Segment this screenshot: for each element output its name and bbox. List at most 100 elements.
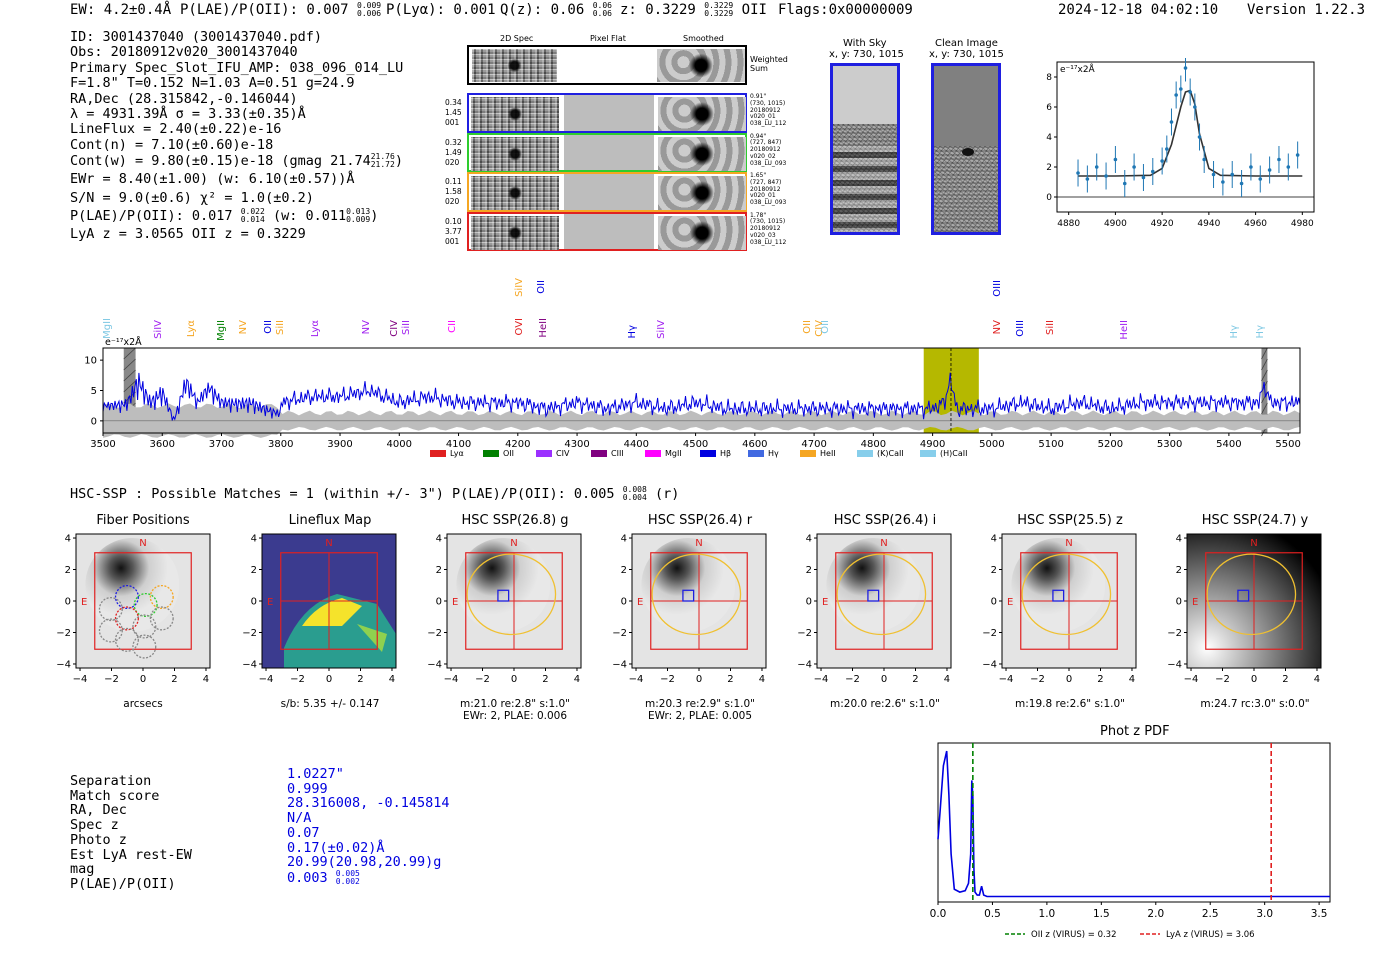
hsc-ytick-label: 2 (65, 565, 71, 576)
hsc-ytick-label: 0 (621, 597, 627, 608)
hsc-summary: HSC-SSP : Possible Matches = 1 (within +… (70, 486, 679, 503)
hsc-ytick-label: −2 (982, 628, 997, 639)
hsc-caption: m:20.3 re:2.9" s:1.0" (645, 698, 755, 710)
hsc-image-source (456, 538, 551, 632)
cutout-row-left-value: 3.77 (445, 226, 462, 236)
photz-xtick-label: 1.5 (1093, 908, 1110, 920)
hsc-xtick-label: 4 (574, 674, 580, 685)
legend-label: Hγ (768, 449, 779, 458)
line-label: NV (238, 320, 250, 335)
legend-label: Hβ (720, 449, 732, 458)
hsc-panel-title: HSC SSP(24.7) y (1201, 513, 1309, 528)
spectrum-xtick-label: 3500 (90, 439, 115, 450)
spectrum-xtick-label: 3600 (150, 439, 175, 450)
hsc-ytick-label: 2 (621, 565, 627, 576)
compass-e: E (1007, 597, 1013, 608)
hsc-xtick-label: 0 (140, 674, 146, 685)
hsc-xtick-label: 4 (389, 674, 395, 685)
cutout-row-right-value: v020_02 (750, 152, 776, 160)
hsc-xtick-label: −2 (845, 674, 860, 685)
legend-label: MgII (665, 449, 682, 458)
hsc-xtick-label: −2 (104, 674, 119, 685)
legend-label: Lyα (450, 449, 464, 458)
hsc-xtick-label: 2 (171, 674, 177, 685)
zoom-point (1277, 157, 1281, 162)
legend-item: CIII (591, 449, 624, 458)
cutout-row-right-value: (727, 847) (750, 178, 782, 186)
info-line: Primary Spec_Slot_IFU_AMP: 038_096_014_L… (70, 59, 404, 76)
hsc-summary-lo: 0.004 (622, 493, 647, 502)
source-ellipse (1206, 553, 1297, 636)
hsc-xtick-label: 2 (727, 674, 733, 685)
zoom-point (1258, 177, 1263, 181)
header-q-label: Q(z): 0.06 (500, 2, 585, 18)
cutout-col-title: Pixel Flat (590, 34, 626, 43)
zoom-point (1169, 120, 1174, 124)
cutout-row-right-value: v020_03 (750, 231, 776, 239)
fiber-circle (149, 584, 174, 610)
zoom-point (1094, 165, 1099, 169)
zoom-xtick-label: 4900 (1104, 219, 1127, 229)
spectrum-xtick-label: 4300 (564, 439, 589, 450)
cutout-row-right: 1.65" (727, 847) 20180912 v020_01 038_LU_093 (750, 172, 786, 207)
hsc-ytick-label: −4 (612, 659, 627, 670)
spectrum-xtick-label: 4500 (683, 439, 708, 450)
cutout-row-left-value: 001 (445, 236, 460, 246)
spectrum-ylabel: e⁻¹⁷x2Å (105, 336, 142, 348)
spectrum-plot: 0 5 10 3500 3600 3700 3800 3900 4000 4100 4200 4300… (84, 336, 1301, 450)
spectrum-xtick-label: 5400 (1216, 439, 1241, 450)
info-block: ID: 3001437040 (3001437040.pdf) Obs: 201… (70, 29, 404, 242)
hsc-image-source (641, 538, 736, 632)
with-sky-image (830, 63, 900, 235)
legend-item: HeII (800, 449, 836, 458)
line-label: OVI (513, 318, 525, 336)
cutout-row-right-value: 1.78" (750, 211, 767, 219)
info-line: ID: 3001437040 (3001437040.pdf) (70, 29, 322, 45)
cutout-row-right-value: 20180912 (750, 185, 781, 193)
hsc-xtick-label: −2 (475, 674, 490, 685)
hsc-caption: m:21.0 re:2.8" s:1.0" (460, 698, 570, 710)
cutout-row-right-value: 038_LU_093 (750, 159, 787, 167)
hsc-caption: s/b: 5.35 +/- 0.147 (280, 698, 380, 710)
photz-legend-oii: OII z (VIRUS) = 0.32 (1031, 930, 1117, 940)
hsc-panel-title: HSC SSP(26.4) r (647, 513, 753, 528)
zoom-point (1295, 153, 1300, 157)
hsc-ytick-label: 0 (991, 597, 997, 608)
cutout-row-right-value: v020_01 (750, 192, 776, 200)
zoom-point (1249, 165, 1253, 169)
zoom-point (1150, 169, 1155, 174)
match-plae-lo: 0.002 (335, 876, 360, 886)
legend-swatch (748, 450, 764, 457)
cutout-row-right: 0.91" (730, 1015) 20180912 v020_01 038_LU_11… (750, 93, 786, 128)
hsc-ytick-label: 0 (251, 597, 257, 608)
line-label: NV (991, 320, 1003, 335)
header-ew: EW: 4.2±0.4Å (70, 2, 172, 18)
hsc-ytick-label: 0 (806, 597, 812, 608)
info-contw-close: ) (394, 153, 403, 170)
hsc-xtick-label: 0 (326, 674, 332, 685)
match-values: 1.0227" 0.999 28.316008, -0.145814 N/A 0… (287, 767, 450, 886)
compass-n: N (880, 538, 887, 549)
hsc-caption: arcsecs (123, 698, 163, 710)
cutout-row-left: 0.10 3.77 001 (445, 217, 462, 247)
cutout-row-left-value: 1.49 (445, 147, 462, 157)
zoom-point (1183, 66, 1188, 70)
info-plae-w-hi: 0.013 (346, 207, 371, 217)
hsc-summary-text: HSC-SSP : Possible Matches = 1 (within +… (70, 486, 615, 502)
cutout-row-right-value: (727, 847) (750, 139, 782, 147)
cutout-2dspec (471, 136, 559, 171)
zoom-point (1113, 157, 1118, 162)
spectrum-xtick-label: 4000 (387, 439, 412, 450)
legend-swatch (857, 450, 873, 457)
hsc-image-source (1011, 538, 1106, 632)
spectrum-mask-hatch (123, 369, 136, 382)
spectrum-xtick-label: 5300 (1157, 439, 1182, 450)
cutout-smoothed (658, 97, 746, 131)
hsc-ytick-label: −4 (427, 659, 442, 670)
legend-label: CIII (611, 449, 624, 458)
spectrum-mask-hatch (1261, 358, 1268, 371)
source-ellipse (836, 553, 927, 636)
zoom-xtick-label: 4960 (1244, 219, 1267, 229)
cutout-pixelflat (564, 213, 654, 249)
cutout-smoothed (658, 215, 746, 250)
